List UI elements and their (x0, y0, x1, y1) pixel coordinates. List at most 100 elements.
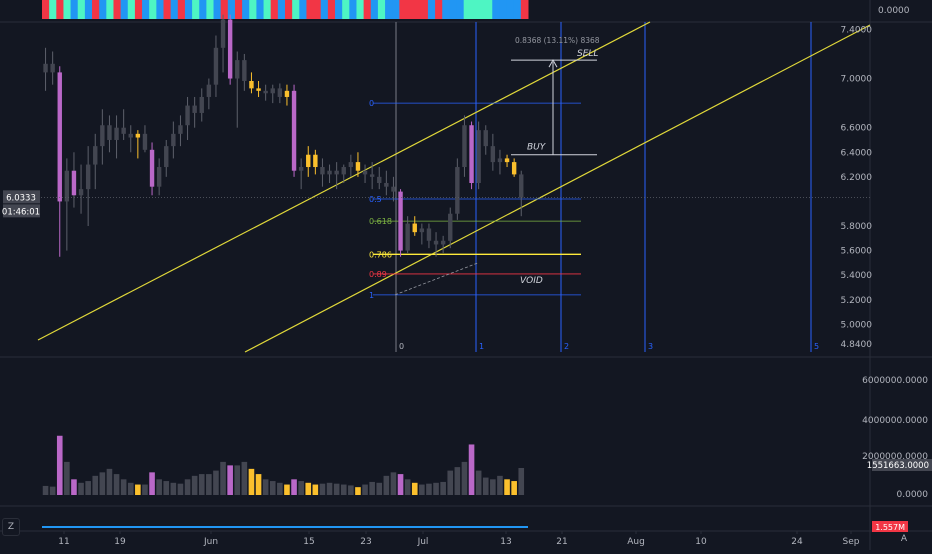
candle-body (355, 162, 361, 171)
volume-bar (113, 474, 120, 495)
candle-body (504, 158, 510, 163)
void-label: VOID (520, 276, 543, 286)
top-band-segment (234, 0, 243, 19)
volume-bar (213, 470, 219, 495)
current-price-tag (3, 190, 40, 204)
volume-axis-tick: 6000000.0000 (862, 376, 928, 386)
top-band-segment (106, 0, 114, 19)
volume-bar (419, 484, 425, 495)
volume-bar (78, 482, 84, 495)
volume-bar (49, 486, 56, 495)
time-axis-label: 23 (360, 537, 371, 547)
measure-arrow-head (548, 59, 558, 68)
volume-bar (305, 482, 312, 495)
candle-body (320, 167, 325, 175)
fib-level-label: 0.618 (369, 217, 392, 226)
volume-bar (411, 482, 418, 495)
top-band-segment (256, 0, 265, 19)
volume-bar (511, 481, 517, 495)
candle-body (78, 189, 84, 196)
volume-bar (248, 468, 255, 495)
fib-level-label: 0.5 (369, 195, 382, 204)
top-band-segment (227, 0, 236, 19)
top-band-segment (370, 0, 379, 19)
fib-time-zone-label: 1 (479, 342, 484, 351)
volume-bar (92, 475, 99, 495)
fib-level-label: 0.89 (369, 270, 387, 279)
volume-bar (184, 479, 191, 495)
top-band-segment (213, 0, 222, 19)
volume-bar (355, 487, 361, 495)
candle-body (256, 88, 261, 91)
top-band-segment (427, 0, 436, 19)
volume-bar (447, 470, 454, 495)
candle-body (455, 167, 460, 214)
volume-bar (383, 475, 390, 495)
candle-body (93, 146, 98, 165)
time-axis-label: 15 (303, 537, 314, 547)
volume-bar (404, 479, 411, 495)
volume-bar (312, 484, 319, 495)
top-band-segment (242, 0, 250, 19)
volume-bar (326, 482, 333, 495)
volume-bar (149, 472, 155, 495)
top-band-segment (363, 0, 372, 19)
top-band-segment (520, 0, 529, 19)
fib-time-zone-label: 2 (564, 342, 569, 351)
auto-scale-button[interactable]: A (900, 534, 908, 544)
volume-bar (348, 485, 354, 495)
volume-bar (277, 482, 283, 495)
z-toggle-button[interactable]: Z (2, 518, 20, 536)
top-band-segment (513, 0, 522, 19)
volume-bar (163, 481, 170, 495)
volume-bar (135, 484, 141, 495)
top-band-segment (435, 0, 443, 19)
candle-body (121, 127, 126, 134)
top-band-segment (485, 0, 493, 19)
top-band-segment (177, 0, 186, 19)
candle-body (242, 60, 247, 81)
top-band-segment (342, 0, 350, 19)
volume-bar (426, 483, 432, 495)
top-band-segment (306, 0, 315, 19)
candle-body (142, 133, 148, 150)
price-axis-tick: 7.4000 (841, 25, 873, 35)
price-axis-tick: 6.4000 (841, 148, 873, 158)
candle-body (412, 223, 417, 233)
top-band-segment (356, 0, 365, 19)
price-axis-tick: 6.2000 (841, 173, 873, 183)
volume-bar (518, 467, 525, 495)
measure-label: 0.8368 (13.11%) 8368 (515, 36, 600, 45)
candle-body (270, 88, 275, 94)
price-axis-tick: 5.0000 (841, 320, 873, 330)
candle-body (348, 162, 354, 168)
candle-body (511, 162, 517, 175)
candle-body (298, 167, 304, 171)
time-axis-label: Jun (203, 537, 218, 547)
candle-body (114, 127, 119, 140)
volume-bar (319, 483, 326, 495)
candle-body (43, 63, 48, 73)
volume-bar (220, 461, 226, 495)
volume-bar (42, 485, 49, 495)
candle-body (171, 133, 176, 147)
time-axis-label: 13 (500, 537, 511, 547)
candle-body (128, 133, 133, 138)
time-axis-label: 10 (695, 537, 707, 547)
volume-bar (397, 474, 404, 495)
volume-bar (120, 479, 127, 495)
top-band-segment (413, 0, 422, 19)
candle-body (263, 90, 268, 94)
volume-bar (454, 467, 461, 495)
volume-bar (85, 481, 91, 495)
candle-body (64, 170, 70, 202)
top-band-segment (299, 0, 307, 19)
top-band-segment (477, 0, 486, 19)
candle-body (199, 96, 204, 113)
candle-body (433, 240, 439, 245)
volume-bar (142, 484, 148, 495)
top-band-segment (449, 0, 458, 19)
